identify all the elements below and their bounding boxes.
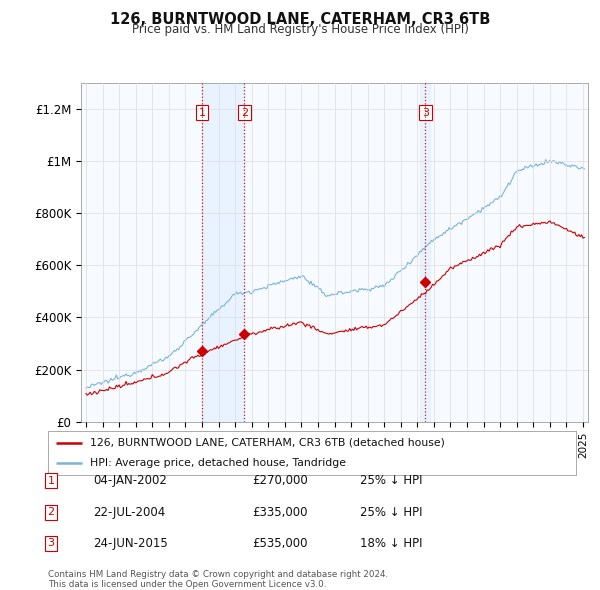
Text: 2: 2 — [47, 507, 55, 517]
Text: 3: 3 — [422, 107, 429, 117]
Text: 1: 1 — [199, 107, 206, 117]
Bar — [421, 83, 430, 422]
Text: £270,000: £270,000 — [252, 474, 308, 487]
Text: 126, BURNTWOOD LANE, CATERHAM, CR3 6TB (detached house): 126, BURNTWOOD LANE, CATERHAM, CR3 6TB (… — [90, 438, 445, 448]
Text: 3: 3 — [47, 539, 55, 548]
Text: £335,000: £335,000 — [252, 506, 308, 519]
Text: 1: 1 — [47, 476, 55, 486]
Text: 04-JAN-2002: 04-JAN-2002 — [93, 474, 167, 487]
Text: HPI: Average price, detached house, Tandridge: HPI: Average price, detached house, Tand… — [90, 458, 346, 468]
Text: Contains HM Land Registry data © Crown copyright and database right 2024.
This d: Contains HM Land Registry data © Crown c… — [48, 570, 388, 589]
Text: 25% ↓ HPI: 25% ↓ HPI — [360, 474, 422, 487]
Text: 126, BURNTWOOD LANE, CATERHAM, CR3 6TB: 126, BURNTWOOD LANE, CATERHAM, CR3 6TB — [110, 12, 490, 27]
Text: 22-JUL-2004: 22-JUL-2004 — [93, 506, 165, 519]
Text: £535,000: £535,000 — [252, 537, 308, 550]
Text: Price paid vs. HM Land Registry's House Price Index (HPI): Price paid vs. HM Land Registry's House … — [131, 23, 469, 36]
Bar — [202, 83, 244, 422]
Text: 18% ↓ HPI: 18% ↓ HPI — [360, 537, 422, 550]
Text: 25% ↓ HPI: 25% ↓ HPI — [360, 506, 422, 519]
Text: 2: 2 — [241, 107, 248, 117]
Text: 24-JUN-2015: 24-JUN-2015 — [93, 537, 168, 550]
